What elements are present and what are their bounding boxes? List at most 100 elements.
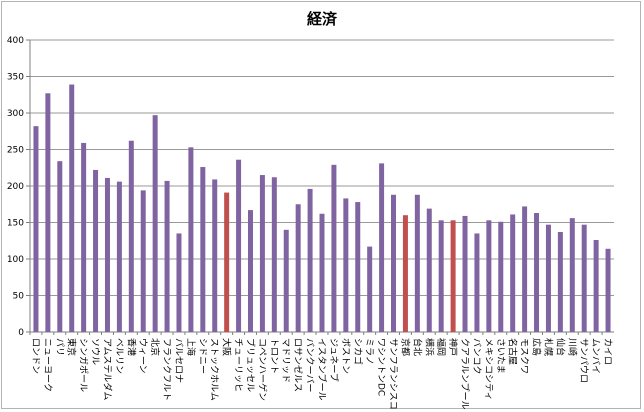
bar (176, 233, 182, 332)
x-category-label: 福岡 (435, 338, 447, 356)
bar (104, 177, 110, 332)
bar (259, 175, 265, 332)
bar (534, 213, 540, 332)
bar (188, 147, 194, 332)
bar (414, 194, 420, 332)
x-category-label: 北京 (149, 338, 161, 356)
x-category-label: ソウル (90, 338, 101, 365)
x-category-label: メキシコシティ (483, 338, 494, 400)
y-tick-label: 150 (7, 219, 24, 229)
bar (128, 140, 134, 332)
y-tick-label: 350 (7, 73, 24, 83)
bar (93, 169, 99, 332)
x-category-label: ウィーン (137, 338, 148, 374)
x-category-label: 広島 (531, 338, 543, 356)
y-tick-label: 0 (18, 328, 24, 338)
bar (236, 159, 242, 332)
x-category-label: シカゴ (352, 338, 364, 365)
bar (164, 180, 170, 332)
x-category-label: バンコク (471, 338, 482, 374)
x-category-label: 台北 (411, 338, 423, 356)
x-category-label: 上海 (185, 338, 197, 356)
x-category-label: コペンハーゲン (256, 338, 268, 401)
bar (140, 190, 146, 332)
bar (69, 84, 75, 332)
x-category-label: ブリュッセル (244, 338, 256, 392)
bar (307, 188, 313, 332)
bar (81, 142, 87, 332)
x-category-label: ミラノ (364, 338, 375, 365)
bar (200, 167, 206, 332)
bar (391, 194, 397, 332)
x-category-label: ニューヨーク (42, 338, 53, 392)
x-category-label: クアラルンプール (459, 338, 470, 410)
x-category-label: さいたま (495, 338, 506, 374)
bar (593, 240, 599, 332)
y-tick-label: 100 (7, 255, 24, 265)
y-tick-label: 250 (7, 146, 24, 156)
x-category-label: バルセロナ (173, 338, 184, 383)
x-category-label: ワシントンDC (376, 338, 386, 396)
bar (33, 126, 39, 332)
x-category-label: 名古屋 (507, 338, 519, 365)
x-category-label: ボストン (340, 338, 351, 374)
bar (367, 246, 373, 332)
y-tick-label: 400 (7, 36, 24, 46)
bar (212, 179, 218, 332)
x-category-label: 札幌 (542, 338, 554, 356)
bar (295, 204, 301, 332)
bar (283, 229, 289, 332)
bar (379, 163, 385, 332)
x-category-label: シドニー (197, 338, 207, 374)
x-category-label: 仙台 (554, 338, 566, 356)
x-category-label: サンパウロ (578, 338, 589, 383)
bar (426, 208, 432, 332)
bar (474, 233, 480, 332)
bar (331, 164, 337, 332)
x-category-label: 横浜 (423, 338, 435, 356)
bar (450, 220, 456, 332)
bar (45, 93, 51, 332)
bar (343, 198, 349, 332)
x-category-label: マドリッド (280, 338, 290, 383)
bar (438, 220, 444, 332)
x-category-label: フランクフルト (161, 338, 172, 401)
x-category-label: サンフランシスコ (388, 338, 399, 410)
x-category-label: チューリッヒ (233, 338, 244, 392)
y-tick-label: 300 (7, 109, 24, 119)
x-category-label: ロンドン (30, 338, 40, 374)
bar (605, 248, 611, 332)
x-category-label: アムステルダム (101, 338, 113, 400)
bar (581, 224, 587, 332)
x-category-label: バンクーバー (304, 338, 315, 392)
bar (569, 218, 575, 332)
bar (522, 206, 528, 332)
bar (247, 210, 253, 332)
x-category-label: 京都 (399, 338, 411, 356)
x-category-label: パリ (54, 338, 65, 356)
bar (152, 115, 158, 332)
x-category-label: 大阪 (221, 338, 233, 356)
bar (319, 213, 325, 332)
y-tick-label: 50 (13, 292, 25, 302)
bar (498, 221, 504, 332)
bar (557, 231, 563, 332)
x-category-label: ストックホルム (209, 338, 220, 401)
bar (116, 181, 122, 332)
bar (486, 220, 492, 332)
x-category-label: 東京 (66, 338, 78, 356)
bar (510, 214, 516, 332)
x-category-label: イスタンブール (316, 338, 328, 400)
x-category-label: ベルリン (113, 338, 123, 374)
x-category-label: 神戸 (447, 338, 459, 356)
bar (402, 215, 408, 332)
x-category-label: ムンバイ (590, 338, 601, 374)
y-tick-label: 200 (7, 182, 24, 192)
bar (545, 224, 551, 332)
bar (271, 177, 277, 332)
x-category-label: 香港 (125, 338, 137, 356)
x-category-label: カイロ (602, 338, 613, 365)
bar (355, 202, 361, 332)
x-category-label: シンガポール (78, 338, 89, 392)
